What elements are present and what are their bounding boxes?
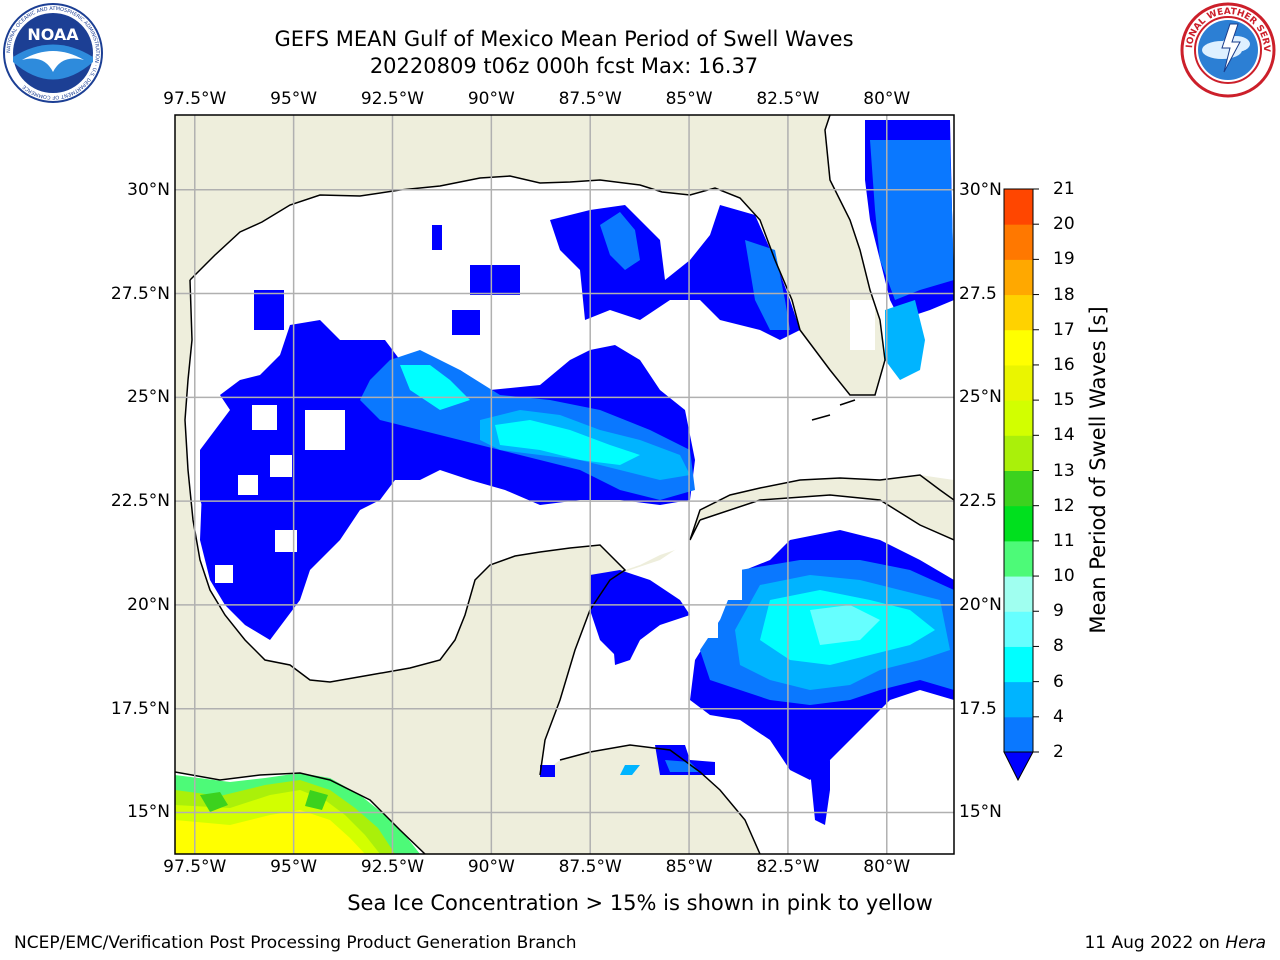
lat-tick-label: 15°N bbox=[127, 802, 170, 823]
colorbar-segment bbox=[1004, 259, 1033, 296]
colorbar-tick-label: 19 bbox=[1053, 249, 1075, 270]
lat-tick-label-right: 15°N bbox=[959, 802, 1002, 823]
colorbar-tick-label: 20 bbox=[1053, 214, 1075, 235]
lon-tick-label: 90°W bbox=[467, 857, 515, 877]
colorbar-tick-label: 10 bbox=[1053, 566, 1075, 587]
colorbar-segment bbox=[1004, 646, 1033, 683]
lon-tick-label: 82.5°W bbox=[756, 857, 820, 877]
footer-credit: NCEP/EMC/Verification Post Processing Pr… bbox=[14, 933, 577, 953]
map-frame bbox=[174, 114, 955, 855]
colorbar-tick-label: 14 bbox=[1053, 425, 1075, 446]
colorbar-tick-label: 13 bbox=[1053, 460, 1075, 481]
colorbar-segment bbox=[1004, 189, 1033, 225]
colorbar-tick-label: 9 bbox=[1053, 601, 1064, 622]
colorbar-extend-arrow bbox=[1003, 751, 1034, 782]
lat-tick-label-right: 20°N bbox=[959, 594, 1002, 615]
colorbar-segment bbox=[1004, 470, 1033, 507]
lat-tick-label: 30°N bbox=[127, 179, 170, 200]
colorbar-tick-label: 6 bbox=[1053, 671, 1064, 692]
lat-tick-label-right: 27.5 bbox=[959, 283, 997, 304]
colorbar-segment bbox=[1004, 716, 1033, 753]
lon-tick-label: 97.5°W bbox=[163, 857, 227, 877]
noaa-logo: NOAA NATIONAL OCEANIC AND ATMOSPHERIC AD… bbox=[3, 3, 103, 103]
lon-tick-label: 80°W bbox=[863, 857, 911, 877]
chart-subtitle: 20220809 t06z 000h fcst Max: 16.37 bbox=[369, 54, 759, 78]
lat-tick-label: 27.5°N bbox=[110, 283, 170, 304]
noaa-logo-text: NOAA bbox=[27, 25, 79, 44]
colorbar-segment bbox=[1004, 540, 1033, 577]
swell-period-field bbox=[200, 120, 954, 825]
colorbar-segment bbox=[1004, 364, 1033, 401]
lon-tick-label: 97.5°W bbox=[163, 89, 227, 109]
lon-tick-label: 87.5°W bbox=[558, 89, 622, 109]
colorbar-segment bbox=[1004, 611, 1033, 647]
gridlines bbox=[175, 115, 954, 854]
lat-tick-label: 25°N bbox=[127, 387, 170, 408]
colorbar-tick-label: 8 bbox=[1053, 636, 1064, 657]
colorbar-tick-label: 11 bbox=[1053, 530, 1075, 551]
lon-tick-label: 90°W bbox=[467, 89, 515, 109]
colorbar-tick-label: 17 bbox=[1053, 319, 1075, 340]
colorbar-segment bbox=[1004, 224, 1033, 260]
colorbar-segment bbox=[1004, 505, 1033, 542]
lon-tick-label: 87.5°W bbox=[558, 857, 622, 877]
lon-tick-label: 80°W bbox=[863, 89, 911, 109]
colorbar-tick-label: 15 bbox=[1053, 390, 1075, 411]
footer-date: 11 Aug 2022 on Hera bbox=[1084, 933, 1266, 953]
pacific-high-period-field bbox=[175, 773, 420, 854]
footer-date-text: 11 Aug 2022 on bbox=[1084, 933, 1226, 953]
lat-tick-label-right: 30°N bbox=[959, 179, 1002, 200]
lon-tick-label: 85°W bbox=[665, 857, 713, 877]
lon-tick-label: 95°W bbox=[270, 89, 318, 109]
colorbar-tick-label: 21 bbox=[1053, 179, 1075, 199]
sea-ice-note: Sea Ice Concentration > 15% is shown in … bbox=[347, 891, 933, 915]
footer-host: Hera bbox=[1225, 933, 1266, 953]
lon-tick-label: 85°W bbox=[665, 89, 713, 109]
colorbar-tick-label: 18 bbox=[1053, 284, 1075, 305]
colorbar-segment bbox=[1004, 681, 1033, 718]
lon-tick-label: 92.5°W bbox=[360, 857, 425, 877]
colorbar-label: Mean Period of Swell Waves [s] bbox=[1086, 306, 1110, 634]
colorbar-segment bbox=[1004, 294, 1033, 331]
colorbar-tick-label: 12 bbox=[1053, 495, 1075, 516]
lon-tick-label: 92.5°W bbox=[360, 89, 425, 109]
lon-tick-label: 82.5°W bbox=[756, 89, 820, 109]
colorbar-segment bbox=[1004, 329, 1033, 366]
colorbar-tick-label: 4 bbox=[1053, 706, 1064, 727]
colorbar-tick-label: 2 bbox=[1053, 742, 1064, 762]
colorbar-tick-label: 16 bbox=[1053, 354, 1075, 375]
lat-tick-label-right: 17.5 bbox=[959, 698, 997, 719]
lat-tick-label-right: 25°N bbox=[959, 387, 1002, 408]
lat-tick-label: 17.5°N bbox=[110, 698, 170, 719]
lat-tick-label: 20°N bbox=[127, 594, 170, 615]
colorbar-segment bbox=[1004, 435, 1033, 471]
lat-tick-label-right: 22.5 bbox=[959, 491, 997, 512]
lat-tick-label: 22.5°N bbox=[110, 491, 170, 512]
nws-logo: NATIONAL WEATHER SERVICE bbox=[1178, 2, 1276, 98]
colorbar-segment bbox=[1004, 400, 1033, 436]
colorbar-segment bbox=[1004, 576, 1033, 612]
chart-title: GEFS MEAN Gulf of Mexico Mean Period of … bbox=[274, 27, 854, 51]
lon-tick-label: 95°W bbox=[270, 857, 318, 877]
